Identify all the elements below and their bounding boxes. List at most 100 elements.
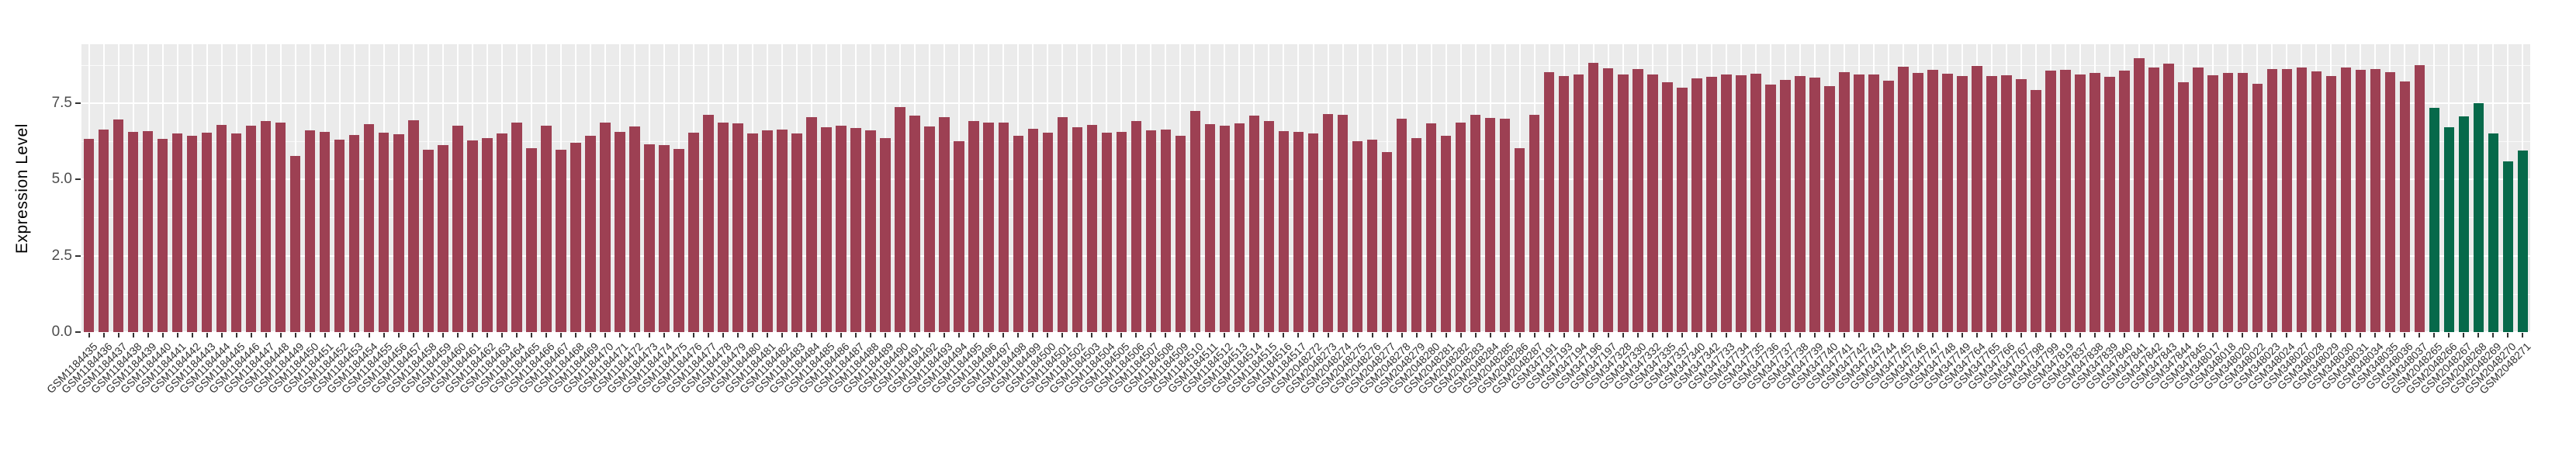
x-tick-mark [796, 333, 798, 338]
bar [2090, 72, 2100, 332]
x-tick-mark [1342, 333, 1344, 338]
bar [1411, 138, 1422, 332]
x-tick-mark [324, 333, 326, 338]
x-tick-mark [471, 333, 473, 338]
bar [1957, 75, 1968, 332]
x-tick-mark [1047, 333, 1049, 338]
x-tick-mark [2463, 333, 2465, 338]
x-tick-mark [1224, 333, 1226, 338]
bar [245, 125, 257, 332]
bar [2502, 161, 2514, 332]
x-tick-mark [1150, 333, 1152, 338]
x-tick-mark [840, 333, 843, 338]
bar [865, 130, 876, 332]
bar [2178, 81, 2189, 332]
major-gridline [81, 178, 2530, 181]
bar [497, 133, 507, 332]
x-tick-mark [1872, 333, 1875, 338]
x-tick-mark [2256, 333, 2259, 338]
bar [1662, 81, 1673, 332]
bar [2207, 74, 2218, 332]
bar [998, 123, 1009, 332]
bar [1765, 84, 1776, 332]
bar [423, 150, 434, 332]
bar [2399, 81, 2411, 332]
x-tick-mark [633, 333, 635, 338]
bar [1706, 76, 1717, 332]
x-tick-mark [1961, 333, 1964, 338]
x-tick-mark [1459, 333, 1462, 338]
x-tick-mark [2183, 333, 2185, 338]
bar [1322, 113, 1334, 332]
x-tick-mark [1165, 333, 1167, 338]
bar [777, 129, 788, 332]
bar [821, 127, 832, 332]
bar [1602, 68, 1614, 332]
bar [1972, 65, 1982, 332]
bar [1824, 85, 1835, 332]
bar [2075, 74, 2086, 332]
x-tick-mark [1548, 333, 1550, 338]
x-tick-mark [1651, 333, 1653, 338]
x-tick-mark [1533, 333, 1536, 338]
x-tick-mark [1828, 333, 1830, 338]
x-tick-mark [1710, 333, 1712, 338]
x-tick-mark [1032, 333, 1034, 338]
x-tick-mark [2330, 333, 2332, 338]
x-tick-mark [663, 333, 665, 338]
bar [482, 138, 493, 332]
plot-panel [81, 44, 2530, 332]
x-tick-mark [1194, 333, 1196, 338]
x-tick-mark [530, 333, 532, 338]
bar [348, 134, 360, 332]
bar [2458, 116, 2470, 332]
x-tick-mark [279, 333, 282, 338]
x-tick-mark [206, 333, 208, 338]
x-tick-mark [1991, 333, 1993, 338]
x-tick-mark [2271, 333, 2273, 338]
x-tick-mark [161, 333, 164, 338]
x-tick-mark [929, 333, 931, 338]
x-tick-mark [191, 333, 193, 338]
y-tick-label: 7.5 [51, 94, 72, 111]
x-tick-mark [2109, 333, 2111, 338]
bar [1381, 152, 1393, 332]
x-tick-mark [2065, 333, 2067, 338]
bar [1455, 122, 1466, 332]
x-tick-mark [2035, 333, 2038, 338]
x-tick-mark [618, 333, 621, 338]
x-tick-mark [1445, 333, 1447, 338]
x-tick-mark [2050, 333, 2052, 338]
x-tick-mark [2153, 333, 2155, 338]
x-tick-mark [2360, 333, 2362, 338]
bar [2325, 76, 2337, 332]
x-tick-mark [2477, 333, 2480, 338]
x-tick-mark [2227, 333, 2229, 338]
x-tick-mark [752, 333, 754, 338]
x-tick-mark [456, 333, 459, 338]
bar [1189, 111, 1201, 332]
bar [2001, 75, 2012, 332]
x-tick-mark [1327, 333, 1329, 338]
bar [2148, 67, 2159, 332]
bar [1425, 123, 1437, 332]
x-tick-mark [2492, 333, 2495, 338]
bar [113, 119, 124, 332]
bar [1057, 117, 1068, 332]
x-tick-mark [1813, 333, 1816, 338]
x-tick-mark [2433, 333, 2436, 338]
bar [1721, 74, 1732, 332]
bar [1293, 131, 1304, 332]
bar [806, 117, 817, 332]
x-tick-mark [176, 333, 178, 338]
bar [718, 123, 729, 332]
bar [1573, 74, 1584, 332]
x-tick-mark [1622, 333, 1624, 338]
x-tick-mark [1312, 333, 1314, 338]
bar [659, 145, 670, 332]
bar [1618, 74, 1629, 332]
bar [747, 133, 758, 332]
bar [289, 155, 301, 332]
bar [1558, 75, 1570, 332]
